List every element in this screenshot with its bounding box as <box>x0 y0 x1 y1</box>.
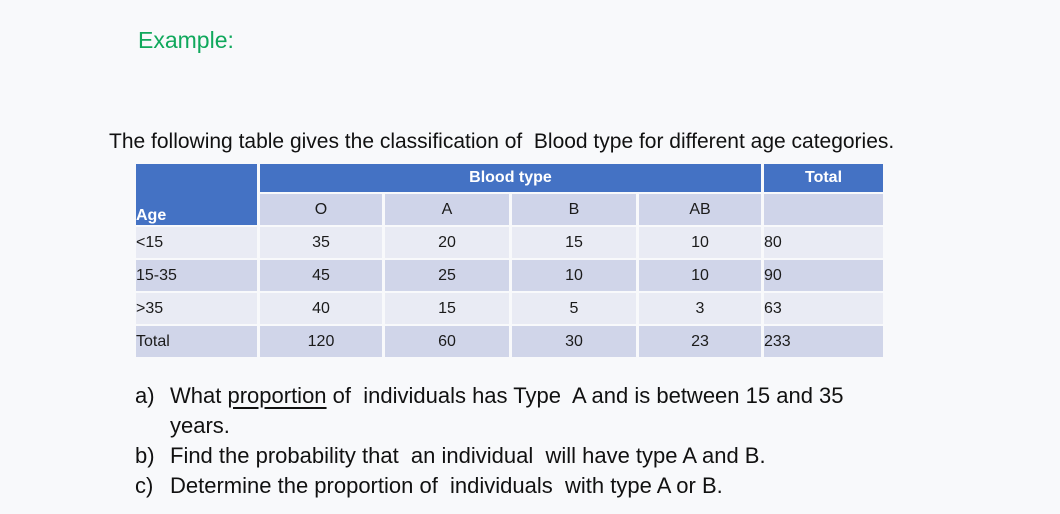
cell-value: 60 <box>385 326 509 357</box>
cell-value: 10 <box>512 260 636 291</box>
question-c-text: Determine the proportion of individuals … <box>170 473 723 498</box>
question-a-prefix: a) <box>135 383 155 408</box>
question-b-text: Find the probability that an individual … <box>170 443 766 468</box>
question-a-text: What proportion of individuals has Type … <box>170 381 844 441</box>
age-corner-header: Age <box>136 164 257 225</box>
question-a-post: of individuals has Type A and is between… <box>326 383 844 408</box>
cell-value: 10 <box>639 260 761 291</box>
row-label: >35 <box>136 293 257 324</box>
cell-value: 20 <box>385 227 509 258</box>
table-header-row-1: Age Blood type Total <box>136 164 883 225</box>
row-label: 15-35 <box>136 260 257 291</box>
cell-value: 23 <box>639 326 761 357</box>
row-total: 90 <box>764 260 883 291</box>
cell-value: 40 <box>260 293 382 324</box>
row-total: 63 <box>764 293 883 324</box>
blood-type-table: Age Blood type Total O A B AB <15 35 20 … <box>133 162 886 359</box>
cell-value: 30 <box>512 326 636 357</box>
question-a-underlined-word: proportion <box>227 383 327 408</box>
row-label: <15 <box>136 227 257 258</box>
cell-value: 15 <box>512 227 636 258</box>
table-header-row-2: O A B AB <box>136 194 883 225</box>
intro-sentence: The following table gives the classifica… <box>109 130 895 153</box>
column-header-ab: AB <box>639 194 761 225</box>
table-row: <15 35 20 15 10 80 <box>136 227 883 258</box>
total-column-header: Total <box>764 164 883 192</box>
example-heading: Example: <box>138 27 234 53</box>
question-a: a) What proportion of individuals has Ty… <box>135 381 844 441</box>
blood-type-group-header: Blood type <box>260 164 761 192</box>
question-a-pre: What <box>170 383 228 408</box>
questions-list: a) What proportion of individuals has Ty… <box>135 381 844 501</box>
column-header-b: B <box>512 194 636 225</box>
question-a-line2: years. <box>170 413 230 438</box>
cell-value: 45 <box>260 260 382 291</box>
cell-value: 5 <box>512 293 636 324</box>
question-b-prefix: b) <box>135 443 155 468</box>
cell-value: 15 <box>385 293 509 324</box>
question-b: b) Find the probability that an individu… <box>135 441 844 471</box>
column-header-a: A <box>385 194 509 225</box>
cell-value: 25 <box>385 260 509 291</box>
row-label: Total <box>136 326 257 357</box>
cell-value: 35 <box>260 227 382 258</box>
column-header-total-spacer <box>764 194 883 225</box>
question-c-prefix: c) <box>135 473 154 498</box>
table-total-row: Total 120 60 30 23 233 <box>136 326 883 357</box>
row-total: 80 <box>764 227 883 258</box>
table-row: >35 40 15 5 3 63 <box>136 293 883 324</box>
table-row: 15-35 45 25 10 10 90 <box>136 260 883 291</box>
cell-value: 3 <box>639 293 761 324</box>
cell-value: 10 <box>639 227 761 258</box>
question-c: c) Determine the proportion of individua… <box>135 471 844 501</box>
row-total: 233 <box>764 326 883 357</box>
column-header-o: O <box>260 194 382 225</box>
cell-value: 120 <box>260 326 382 357</box>
